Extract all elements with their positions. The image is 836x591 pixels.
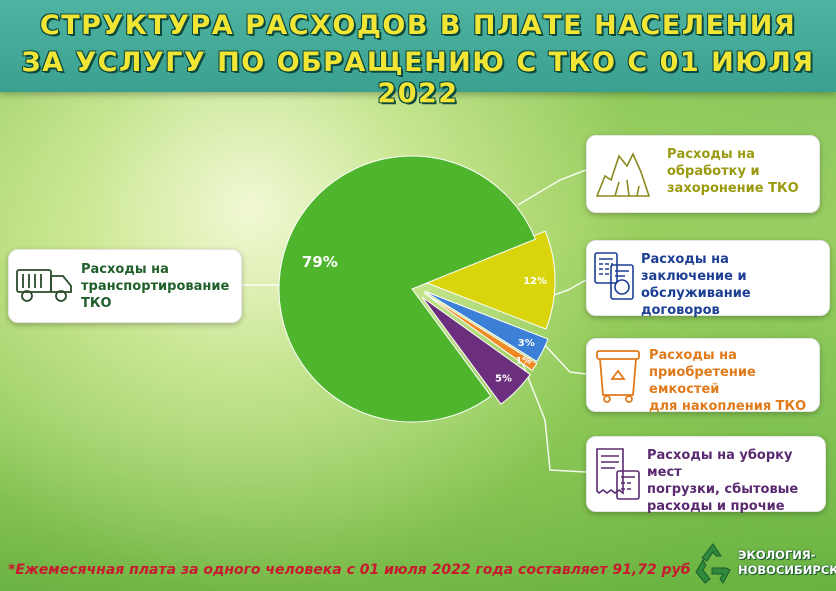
waste-container-icon [596, 350, 640, 403]
header-banner: СТРУКТУРА РАСХОДОВ В ПЛАТЕ НАСЕЛЕНИЯ ЗА … [0, 0, 836, 109]
footnote-monthly-fee: *Ежемесячная плата за одного человека с … [8, 562, 691, 578]
garbage-truck-icon [16, 269, 72, 302]
connector-cleaning [521, 361, 587, 473]
contracts-label-l2: заключение и [641, 269, 747, 284]
processing-label-l3: захоронение ТКО [667, 181, 799, 196]
legend-box-transport: Расходы на транспортирование ТКО [8, 249, 242, 323]
pie-labels: 12% 3% 1% 5% 79% [302, 253, 547, 384]
legend-box-cleaning: Расходы на уборку мест погрузки, сбытовы… [586, 436, 826, 514]
cleaning-label-l3: расходы и прочие [647, 499, 785, 514]
pie-slice-5 [421, 296, 531, 405]
receipt-calculator-icon [596, 448, 640, 500]
page-title-line1: СТРУКТУРА РАСХОДОВ В ПЛАТЕ НАСЕЛЕНИЯ [39, 10, 797, 41]
contracts-label-l3: обслуживание договоров [641, 286, 751, 318]
connector-processing [517, 169, 587, 206]
transport-label-l2: транспортирование [81, 279, 230, 294]
logo-text-l2: НОВОСИБИРСК [738, 563, 836, 577]
pie-label-12: 12% [523, 276, 547, 287]
pie-slice-12 [420, 230, 556, 330]
landfill-icon [595, 152, 651, 197]
transport-label-l1: Расходы на [81, 262, 169, 277]
contracts-label-l1: Расходы на [641, 252, 729, 267]
containers-label-l2: приобретение емкостей [649, 365, 756, 397]
page-title-line2: ЗА УСЛУГУ ПО ОБРАЩЕНИЮ С ТКО С 01 ИЮЛЯ 2… [21, 47, 815, 109]
containers-label-l1: Расходы на [649, 348, 737, 363]
pie-slice-79 [278, 155, 536, 423]
processing-label-l1: Расходы на [667, 147, 755, 162]
cleaning-label-l2: погрузки, сбытовые [647, 482, 799, 497]
containers-label-l3: для накопления ТКО [649, 399, 807, 414]
pie-slice-3 [423, 290, 549, 363]
transport-label-l3: ТКО [81, 296, 112, 311]
pie-slices [278, 155, 556, 423]
pie-slice-1 [423, 292, 538, 372]
connector-containers [539, 339, 587, 375]
pie-label-1: 1% [516, 357, 531, 367]
cleaning-label-l1: Расходы на уборку мест [647, 448, 793, 480]
processing-label-l2: обработку и [667, 164, 760, 179]
pie-label-5: 5% [495, 373, 512, 384]
legend-box-processing: Расходы на обработку и захоронение ТКО [586, 135, 820, 213]
calculator-document-icon [594, 252, 634, 300]
legend-box-containers: Расходы на приобретение емкостей для нак… [586, 338, 820, 414]
logo-text-l1: ЭКОЛОГИЯ- [738, 548, 816, 562]
recycle-logo-icon [695, 543, 731, 584]
pie-label-3: 3% [518, 338, 535, 349]
company-logo: ЭКОЛОГИЯ- НОВОСИБИРСК [690, 540, 836, 588]
legend-box-contracts: Расходы на заключение и обслуживание дог… [586, 240, 830, 318]
pie-label-79: 79% [302, 253, 338, 271]
